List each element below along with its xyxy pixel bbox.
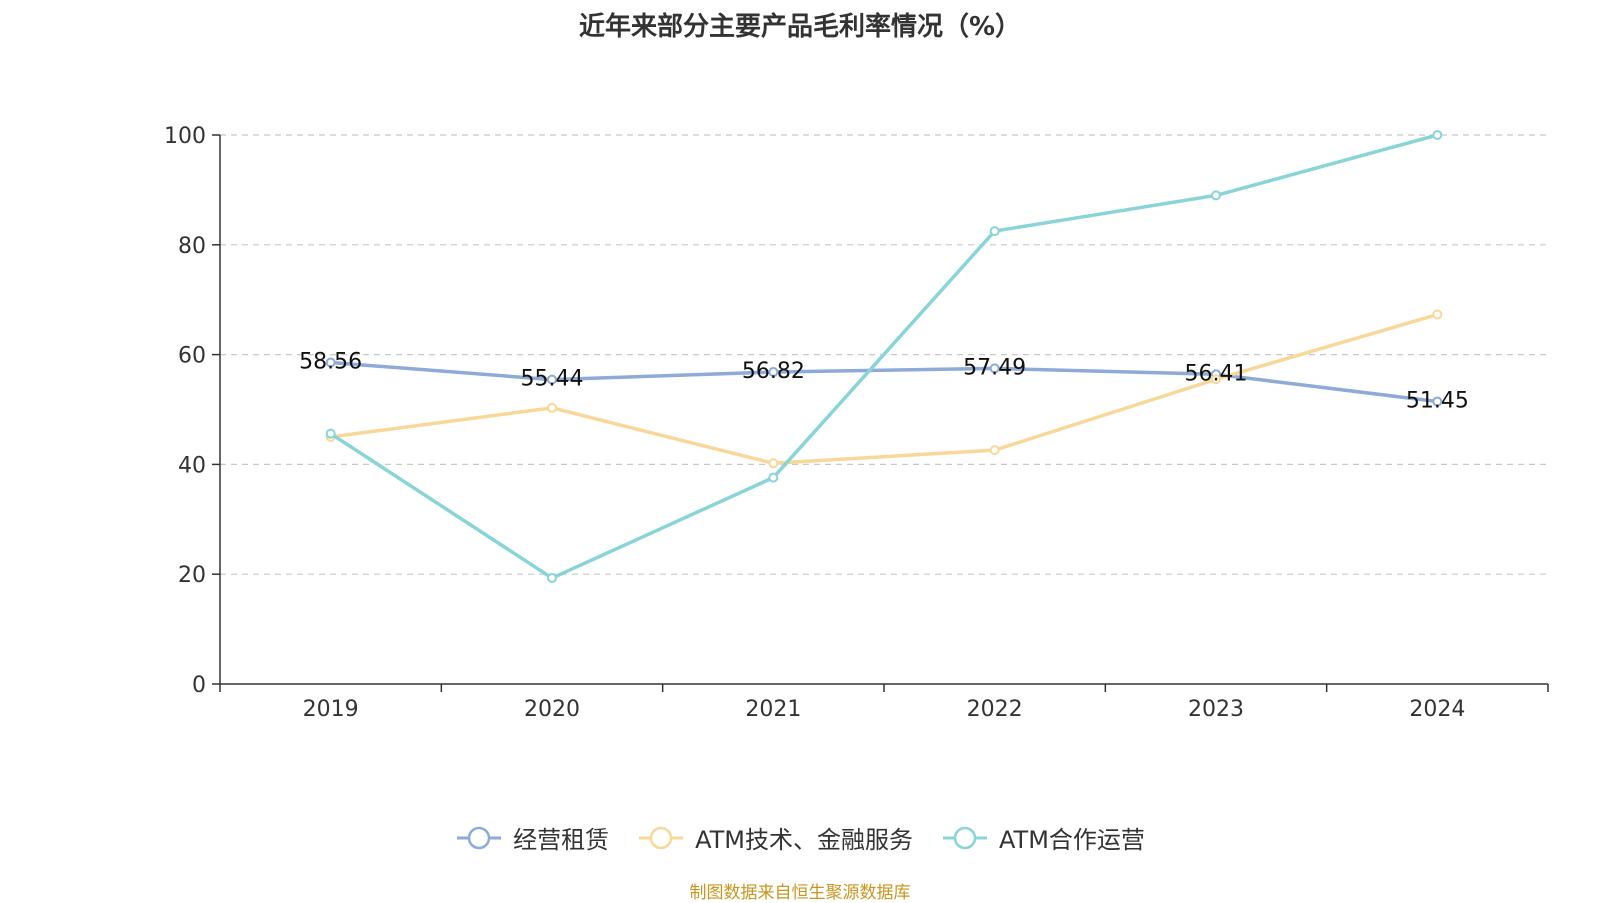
data-point bbox=[768, 367, 779, 378]
data-point bbox=[547, 374, 557, 385]
chart-title: 近年来部分主要产品毛利率情况（%） bbox=[578, 12, 1022, 42]
y-tick-label: 0 bbox=[192, 673, 206, 698]
legend-marker-icon bbox=[639, 826, 684, 849]
legend-item[interactable]: ATM合作运营 bbox=[941, 820, 1145, 855]
data-point bbox=[1432, 309, 1443, 320]
legend-circle bbox=[649, 826, 673, 849]
data-point bbox=[325, 357, 336, 368]
line-chart: 0 20 40 60 80 100 2019 2020 2021 2022 2023 2024 58.… bbox=[164, 124, 1549, 722]
x-tick-label: 2019 bbox=[303, 697, 359, 722]
series-line bbox=[330, 360, 1438, 404]
data-labels: 58.56 55.44 56.82 57.49 56.41 51.45 bbox=[299, 350, 1469, 414]
data-label: 51.45 bbox=[1406, 389, 1469, 414]
legend-label: ATM合作运营 bbox=[999, 826, 1145, 854]
data-point bbox=[325, 428, 336, 439]
data-point bbox=[547, 402, 557, 413]
series-line bbox=[329, 133, 1438, 580]
legend-item[interactable]: ATM技术、金融服务 bbox=[637, 820, 913, 855]
y-tick-label: 20 bbox=[178, 563, 206, 588]
y-tick-label: 60 bbox=[178, 344, 206, 369]
x-tick-label: 2024 bbox=[1409, 697, 1465, 722]
series-line bbox=[330, 312, 1438, 466]
y-tick-label: 100 bbox=[164, 124, 206, 149]
x-tick-label: 2020 bbox=[524, 697, 580, 722]
legend-label: ATM技术、金融服务 bbox=[695, 826, 913, 854]
data-point bbox=[989, 226, 1000, 237]
data-point bbox=[989, 363, 1000, 374]
legend: 经营租赁 ATM技术、金融服务 ATM合作运营 bbox=[0, 820, 1600, 855]
legend-circle bbox=[953, 826, 977, 849]
y-tick-label: 40 bbox=[178, 453, 206, 478]
data-label: 58.56 bbox=[299, 350, 362, 375]
legend-label: 经营租赁 bbox=[513, 826, 610, 854]
x-tick-label: 2023 bbox=[1188, 697, 1244, 722]
data-point bbox=[989, 445, 1000, 456]
x-tick-label: 2021 bbox=[745, 697, 801, 722]
legend-marker-icon bbox=[457, 826, 502, 849]
data-point bbox=[768, 458, 779, 469]
source-note: 制图数据来自恒生聚源数据库 bbox=[689, 883, 911, 903]
legend-marker-icon bbox=[943, 826, 987, 849]
data-label: 56.41 bbox=[1185, 361, 1248, 386]
series-lines bbox=[325, 130, 1443, 584]
data-label: 55.44 bbox=[521, 367, 584, 392]
gridlines bbox=[220, 134, 1548, 575]
legend-item[interactable]: 经营租赁 bbox=[455, 820, 609, 855]
data-label: 56.82 bbox=[742, 359, 805, 384]
data-point bbox=[768, 472, 779, 483]
data-point bbox=[547, 573, 557, 584]
axes: 0 20 40 60 80 100 2019 2020 2021 2022 2023 2024 bbox=[164, 124, 1549, 722]
data-point bbox=[1432, 130, 1443, 140]
data-point bbox=[1211, 190, 1221, 201]
legend-circle bbox=[467, 826, 491, 849]
y-tick-label: 80 bbox=[178, 234, 206, 259]
data-point bbox=[1432, 396, 1443, 407]
data-point bbox=[1211, 374, 1221, 385]
x-tick-label: 2022 bbox=[967, 697, 1023, 722]
data-label: 57.49 bbox=[963, 355, 1026, 380]
